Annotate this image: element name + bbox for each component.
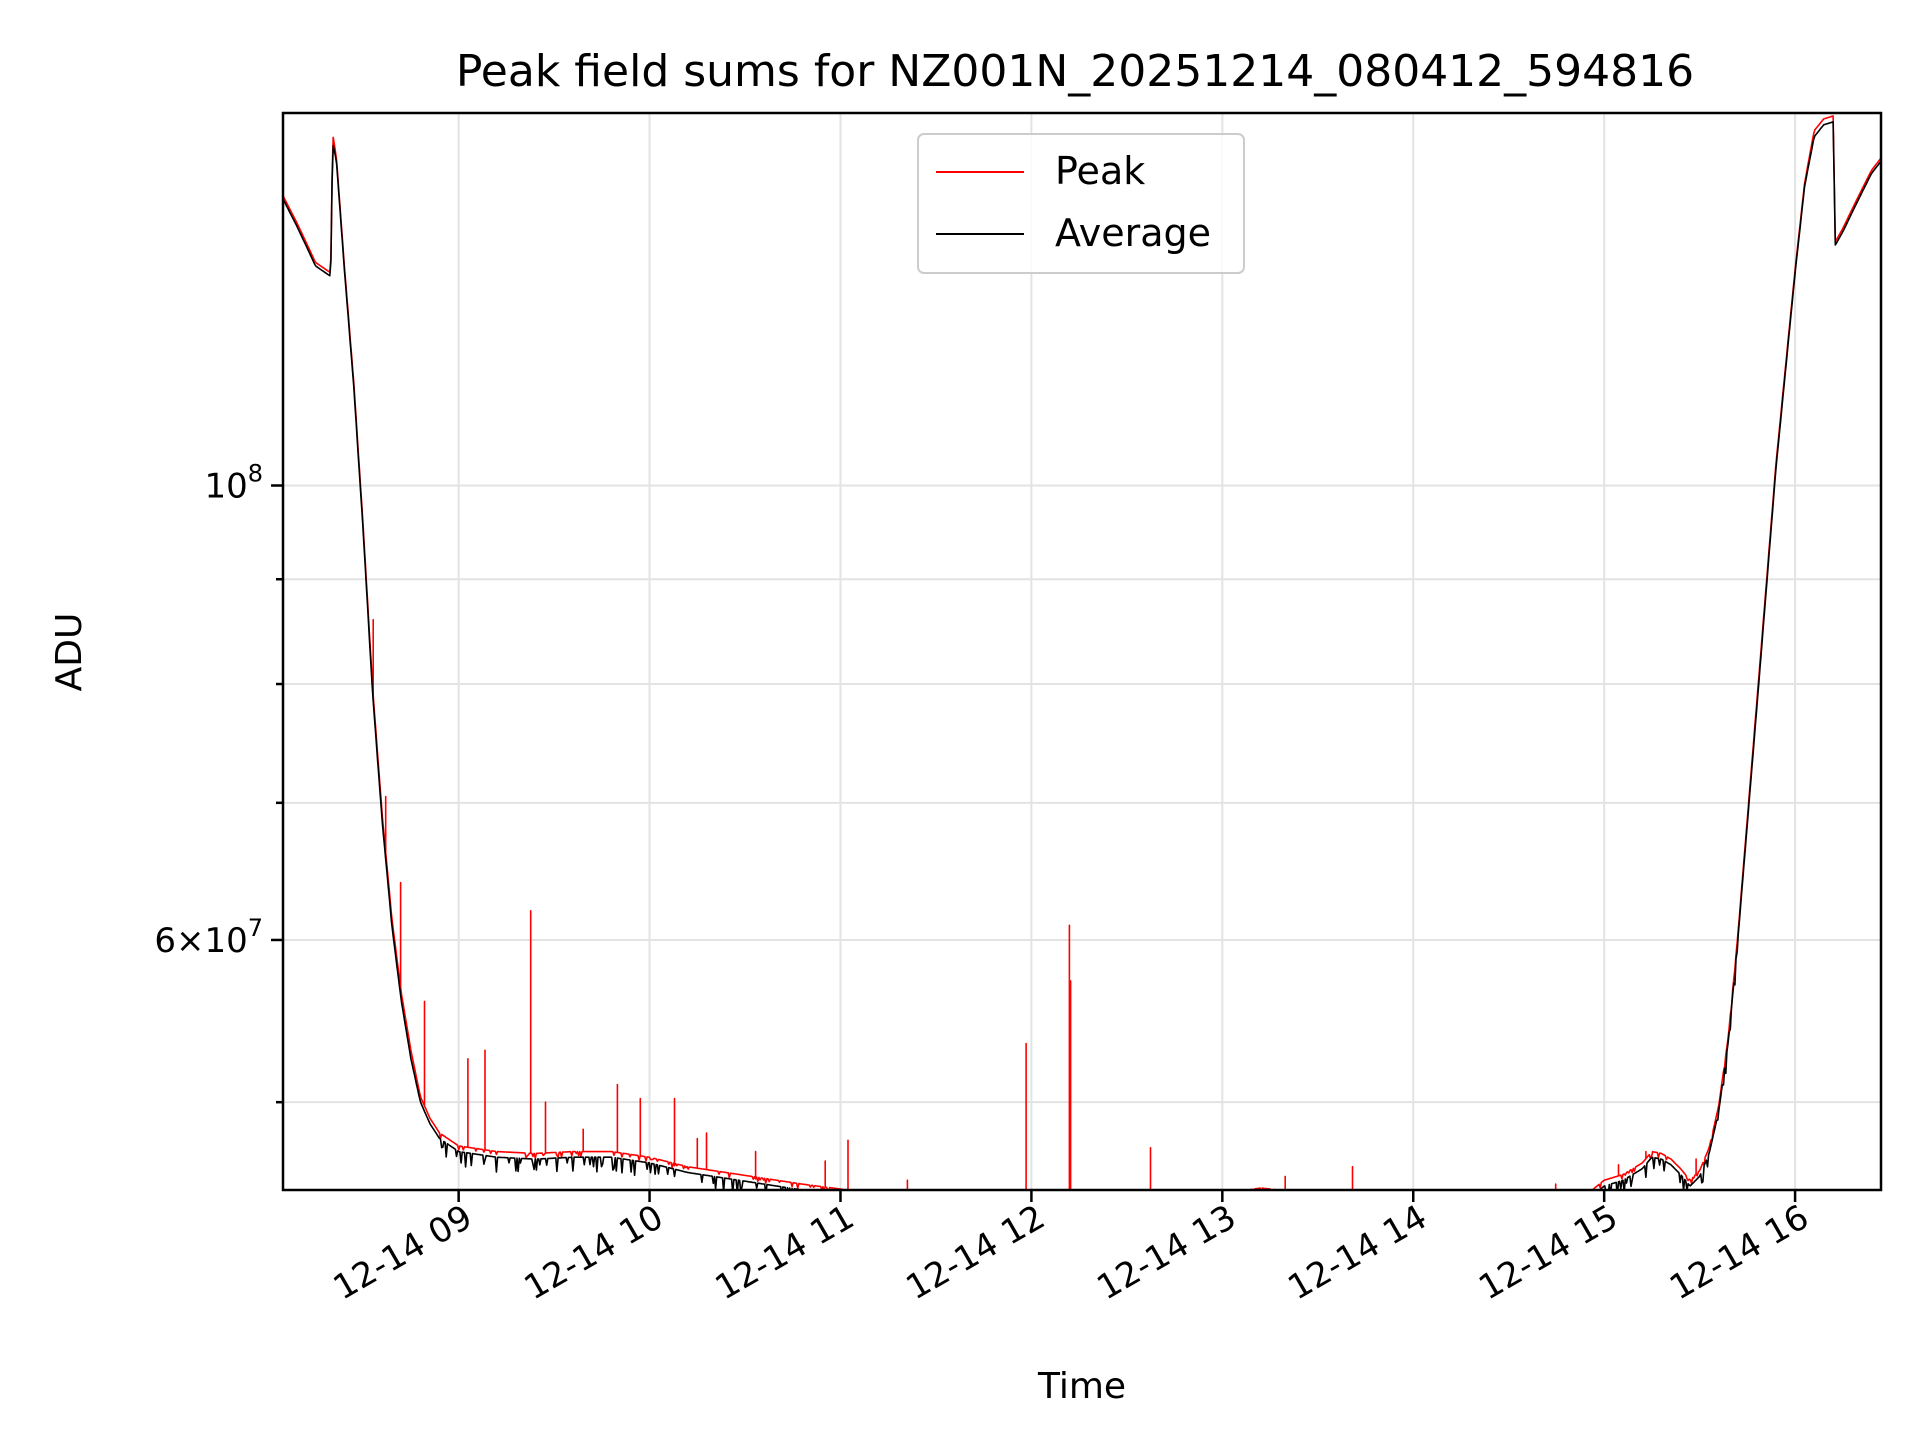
legend-box [917, 133, 1245, 274]
grid-layer [283, 113, 1881, 1190]
chart-title: Peak field sums for NZ001N_20251214_0804… [456, 46, 1694, 97]
y-axis-label: ADU [49, 613, 90, 692]
y-tick-label: 108 [204, 460, 263, 507]
series-average-line [283, 121, 1881, 1190]
x-axis-label: Time [1037, 1366, 1126, 1407]
plot-frame [281, 111, 1883, 1192]
plot-area [283, 115, 1881, 1190]
legend-peak-label: Peak [1055, 149, 1145, 193]
y-axis: 108 6×107 [154, 460, 283, 1104]
legend-average-label: Average [1055, 211, 1211, 255]
y-tick-label: 6×107 [154, 914, 263, 961]
series-peak-line [283, 115, 1881, 1190]
legend: Peak Average [917, 133, 1245, 274]
